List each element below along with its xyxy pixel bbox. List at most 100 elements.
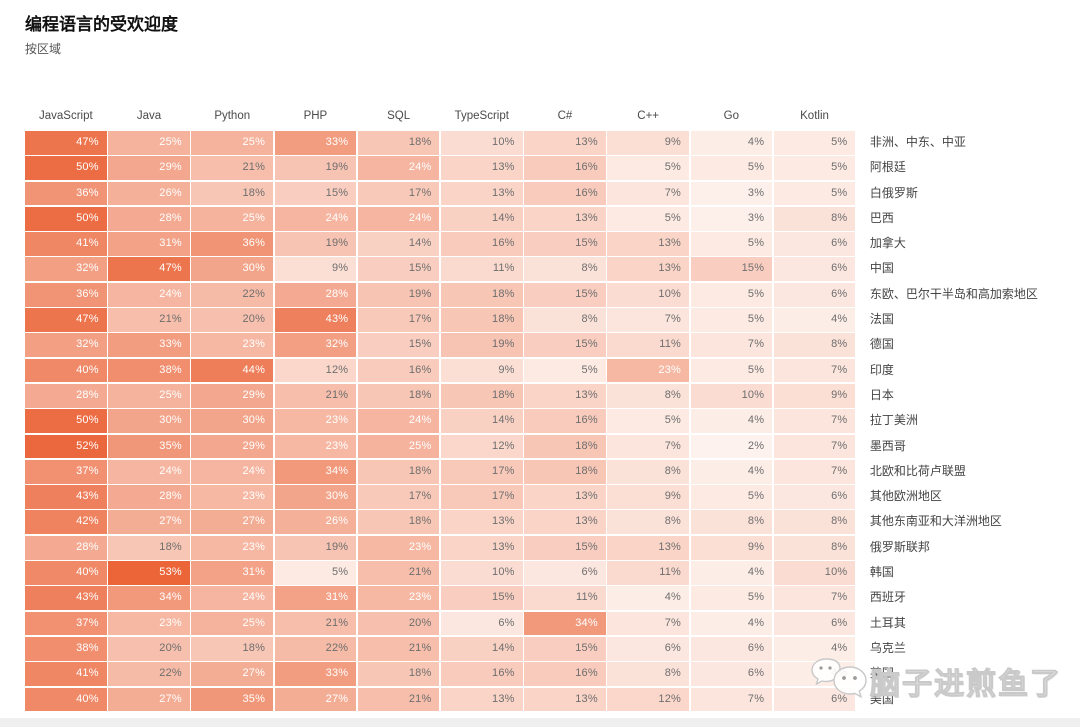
region-label: 巴西 <box>869 210 894 225</box>
heatmap-cell: 41% <box>25 232 107 256</box>
heatmap-cell: 23% <box>357 586 440 611</box>
heatmap-column-headers: JavaScript Java Python PHP SQL TypeScript C# C+… <box>25 108 1072 124</box>
region-label: 美国 <box>869 691 894 706</box>
region-label: 乌克兰 <box>869 640 906 655</box>
heatmap-cell: 10% <box>690 383 773 408</box>
region-label: 中国 <box>869 261 894 276</box>
heatmap-cell: 16% <box>524 181 606 206</box>
heatmap-cell: 18% <box>357 383 440 408</box>
region-label: 拉丁美洲 <box>869 413 918 428</box>
heatmap-cell: 4% <box>690 131 773 155</box>
column-header: Go <box>723 110 740 122</box>
heatmap-cell: 29% <box>191 383 274 408</box>
heatmap-cell: 23% <box>191 485 274 509</box>
heatmap-cell: 26% <box>274 510 357 535</box>
region-label: 德国 <box>869 337 894 352</box>
heatmap-cell: 21% <box>357 561 440 585</box>
heatmap-cell: 35% <box>191 687 274 712</box>
region-label: 非洲、中东、中亚 <box>869 135 966 149</box>
heatmap-cell: 43% <box>25 586 107 611</box>
heatmap-row: 43% 28% 23% 30% 17% 17% 13% 9% 5% 6% 其他欧洲地区 <box>25 485 1072 509</box>
heatmap-cell: 13% <box>524 206 606 231</box>
heatmap-cell: 50% <box>25 409 107 434</box>
heatmap-cell: 16% <box>524 662 606 687</box>
heatmap-cell: 6% <box>690 662 773 687</box>
heatmap-cell: 47% <box>25 308 107 332</box>
heatmap-cell: 44% <box>191 358 274 383</box>
heatmap-cell: 19% <box>274 156 357 181</box>
heatmap-cell: 19% <box>357 282 440 307</box>
heatmap-row: 40% 38% 44% 12% 16% 9% 5% 23% 5% 7% 印度 <box>25 358 1072 383</box>
heatmap-cell: 17% <box>357 181 440 206</box>
heatmap-cell: 9% <box>690 535 773 560</box>
heatmap-cell: 36% <box>191 232 274 256</box>
heatmap-cell: 5% <box>690 282 773 307</box>
heatmap-cell: 8% <box>524 257 606 282</box>
heatmap-row: 47% 21% 20% 43% 17% 18% 8% 7% 5% 4% 法国 <box>25 308 1072 332</box>
heatmap-cell: 41% <box>25 662 107 687</box>
heatmap-cell: 43% <box>25 485 107 509</box>
heatmap-cell: 22% <box>191 282 274 307</box>
heatmap-cell: 31% <box>274 586 357 611</box>
heatmap-cell: 4% <box>773 308 856 332</box>
heatmap-cell: 5% <box>773 156 856 181</box>
heatmap-cell: 24% <box>274 206 357 231</box>
heatmap-cell: 13% <box>524 485 606 509</box>
heatmap-cell: 6% <box>773 485 856 509</box>
heatmap-cell: 5% <box>524 358 606 383</box>
region-label: 其他东南亚和大洋洲地区 <box>869 514 1002 529</box>
region-label: 墨西哥 <box>869 438 906 453</box>
heatmap-row: 40% 53% 31% 5% 21% 10% 6% 11% 4% 10% 韩国 <box>25 561 1072 585</box>
heatmap-cell: 25% <box>108 383 190 408</box>
heatmap-cell: 13% <box>607 535 689 560</box>
heatmap-cell: 14% <box>440 409 523 434</box>
region-label: 印度 <box>869 362 894 377</box>
heatmap-cell: 13% <box>440 181 523 206</box>
heatmap-cell: 17% <box>440 485 523 509</box>
page-title: 编程语言的受欢迎度 <box>25 15 178 34</box>
heatmap-cell: 8% <box>773 510 856 535</box>
heatmap-cell: 5% <box>690 358 773 383</box>
heatmap-cell: 29% <box>191 434 274 459</box>
heatmap-cell: 7% <box>690 333 773 358</box>
heatmap-cell: 14% <box>440 206 523 231</box>
heatmap-cell: 4% <box>773 636 856 661</box>
heatmap-cell: 6% <box>440 611 523 636</box>
heatmap-cell: 11% <box>607 333 689 358</box>
heatmap-cell: 4% <box>690 561 773 585</box>
column-header: C# <box>557 110 573 122</box>
heatmap-cell: 25% <box>191 131 274 155</box>
region-label: 白俄罗斯 <box>869 185 918 200</box>
heatmap-cell: 42% <box>25 510 107 535</box>
region-label: 加拿大 <box>869 236 906 251</box>
heatmap-cell: 30% <box>191 409 274 434</box>
heatmap-cell: 10% <box>607 282 689 307</box>
heatmap-row: 50% 29% 21% 19% 24% 13% 16% 5% 5% 5% 阿根廷 <box>25 156 1072 181</box>
heatmap-cell: 5% <box>690 485 773 509</box>
page-subtitle: 按区域 <box>25 42 62 56</box>
heatmap-cell: 32% <box>25 257 107 282</box>
column-header: Java <box>136 110 162 122</box>
heatmap-cell: 9% <box>440 358 523 383</box>
heatmap-chart: JavaScript Java Python PHP SQL TypeScript C# C+… <box>25 108 1072 713</box>
heatmap-cell: 34% <box>274 459 357 484</box>
heatmap-cell: 24% <box>191 459 274 484</box>
heatmap-cell: 24% <box>108 459 190 484</box>
region-label: 英国 <box>869 666 894 681</box>
heatmap-cell: 9% <box>773 383 856 408</box>
heatmap-cell: 21% <box>357 636 440 661</box>
heatmap-cell: 27% <box>108 510 190 535</box>
heatmap-cell: 28% <box>108 485 190 509</box>
heatmap-cell: 21% <box>274 611 357 636</box>
heatmap-cell: 24% <box>108 282 190 307</box>
heatmap-cell: 33% <box>274 662 357 687</box>
heatmap-cell: 33% <box>108 333 190 358</box>
heatmap-cell: 5% <box>690 232 773 256</box>
heatmap-cell: 21% <box>191 156 274 181</box>
heatmap-cell: 20% <box>108 636 190 661</box>
heatmap-cell: 3% <box>690 206 773 231</box>
heatmap-cell: 18% <box>357 131 440 155</box>
heatmap-row: 28% 18% 23% 19% 23% 13% 15% 13% 9% 8% 俄罗斯联邦 <box>25 535 1072 560</box>
heatmap-cell: 22% <box>108 662 190 687</box>
heatmap-cell: 15% <box>524 232 606 256</box>
